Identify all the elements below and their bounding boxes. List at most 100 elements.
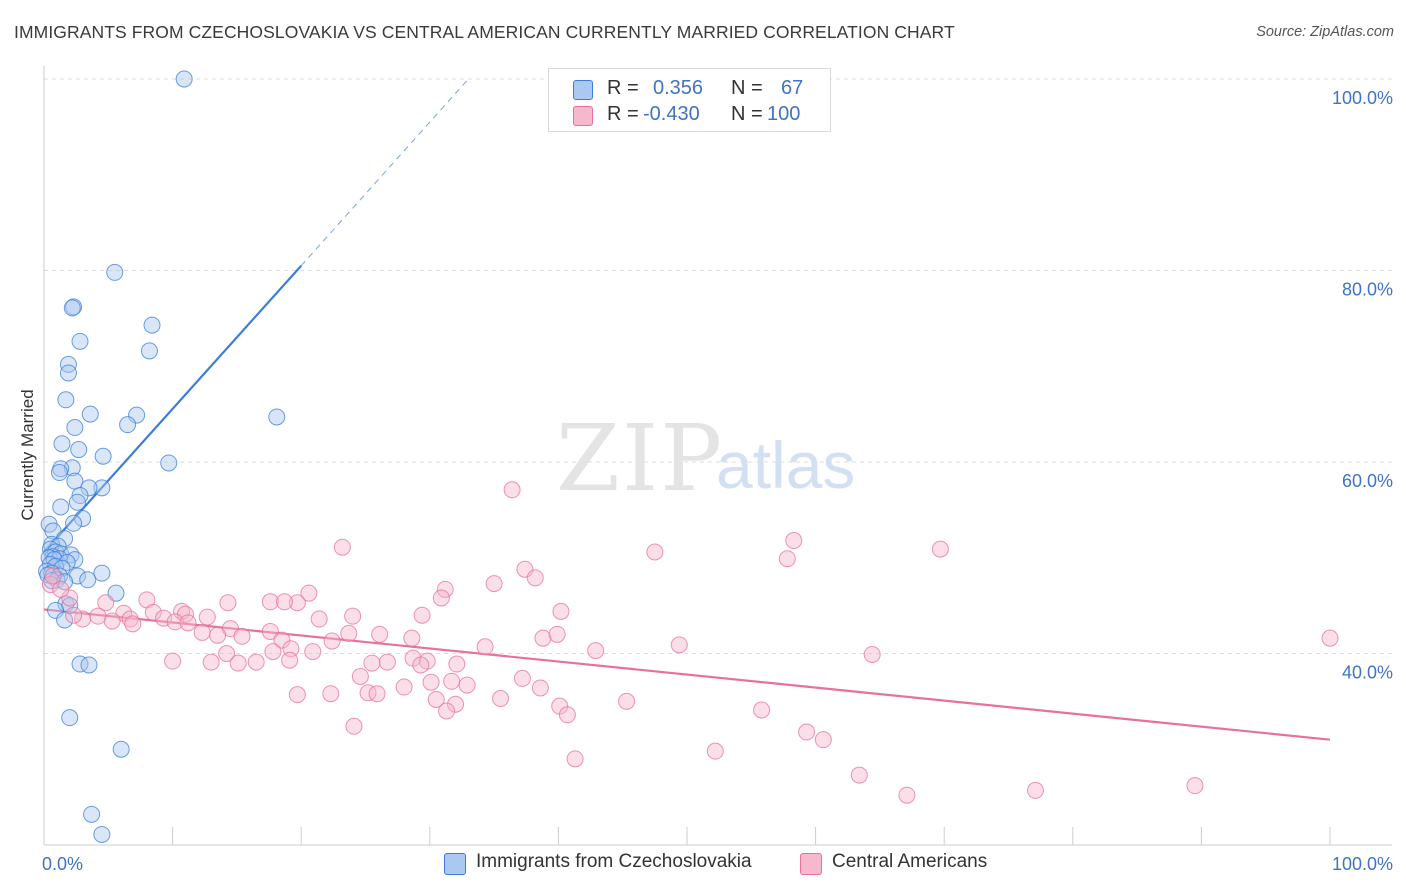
point-czechoslovakia <box>70 441 88 459</box>
point-czechoslovakia <box>112 740 130 758</box>
point-central-american <box>344 607 362 625</box>
point-central-american <box>403 629 421 647</box>
point-central-american <box>264 643 282 661</box>
point-central-american <box>458 676 476 694</box>
point-central-american <box>121 610 139 628</box>
point-czechoslovakia <box>59 355 77 373</box>
point-central-american <box>229 654 247 672</box>
y-tick-label: 80.0% <box>1342 280 1393 300</box>
point-central-american <box>371 625 389 643</box>
point-central-american <box>218 645 236 662</box>
point-czechoslovakia <box>66 472 84 490</box>
point-czechoslovakia <box>71 332 89 350</box>
point-central-american <box>304 643 322 661</box>
point-czechoslovakia <box>68 493 86 511</box>
point-central-american <box>785 532 803 550</box>
point-central-american <box>798 723 816 741</box>
point-czechoslovakia <box>47 601 65 619</box>
point-central-american <box>552 602 570 620</box>
point-central-american <box>931 540 949 558</box>
point-czechoslovakia <box>61 709 79 727</box>
point-central-american <box>363 654 381 672</box>
point-central-american <box>706 742 724 760</box>
point-czechoslovakia <box>79 571 97 589</box>
point-czechoslovakia <box>106 263 124 281</box>
point-czechoslovakia <box>94 447 112 465</box>
point-czechoslovakia <box>63 299 81 317</box>
y-tick-label: 60.0% <box>1342 471 1393 491</box>
point-central-american <box>618 692 636 710</box>
point-central-american <box>778 550 796 568</box>
point-czechoslovakia <box>140 342 158 360</box>
point-central-american <box>44 567 62 585</box>
point-central-american <box>288 686 306 704</box>
point-central-american <box>261 622 279 640</box>
legend-swatch-blue <box>573 80 593 100</box>
point-central-american <box>534 629 552 647</box>
point-central-american <box>476 638 494 656</box>
point-czechoslovakia <box>93 564 111 582</box>
point-central-american <box>412 656 430 674</box>
point-czechoslovakia <box>50 464 68 482</box>
point-central-american <box>850 766 868 784</box>
y-tick-label: 40.0% <box>1342 663 1393 683</box>
point-czechoslovakia <box>93 479 111 497</box>
legend-n-value: 100 <box>767 103 801 125</box>
point-central-american <box>436 580 454 598</box>
point-central-american <box>52 580 70 598</box>
point-central-american <box>166 613 184 631</box>
point-czechoslovakia <box>74 509 92 527</box>
point-central-american <box>89 607 107 625</box>
legend-n-label: N = <box>731 77 763 99</box>
point-central-american <box>124 615 142 633</box>
x-tick-label: 0.0% <box>42 854 83 874</box>
point-central-american <box>670 636 688 654</box>
point-central-american <box>202 653 220 671</box>
point-central-american <box>300 584 318 602</box>
bottom-legend-label-blue: Immigrants from Czechoslovakia <box>476 851 752 872</box>
point-central-american <box>247 653 265 671</box>
point-czechoslovakia <box>81 405 99 423</box>
point-czechoslovakia <box>65 514 83 532</box>
point-central-american <box>558 706 576 724</box>
point-central-american <box>378 653 396 671</box>
point-czechoslovakia <box>71 655 89 673</box>
bottom-legend-swatch-blue <box>444 853 466 875</box>
point-central-american <box>753 701 771 719</box>
point-central-american <box>422 673 440 691</box>
point-central-american <box>432 589 450 607</box>
watermark-zip: ZIP <box>556 405 724 512</box>
point-central-american <box>531 679 549 697</box>
point-central-american <box>368 685 386 703</box>
point-czechoslovakia <box>53 435 71 453</box>
point-central-american <box>281 651 299 669</box>
point-central-american <box>345 717 363 735</box>
point-central-american <box>492 690 510 708</box>
point-central-american <box>447 695 465 713</box>
point-central-american <box>898 786 916 804</box>
point-central-american <box>427 690 445 708</box>
y-tick-label: 100.0% <box>1332 88 1393 108</box>
point-czechoslovakia <box>83 805 101 823</box>
point-czechoslovakia <box>52 498 70 516</box>
point-central-american <box>275 593 293 611</box>
point-central-american <box>646 543 664 561</box>
point-central-american <box>1186 777 1204 795</box>
stats-legend: R = 0.356 N = 67 R = -0.430 N = 100 <box>548 68 831 132</box>
point-czechoslovakia <box>128 406 146 424</box>
trendline-central-american <box>43 608 1331 741</box>
point-central-american <box>340 624 358 642</box>
trendline-czechoslovakia <box>43 264 303 553</box>
point-czechoslovakia <box>160 454 178 472</box>
point-central-american <box>193 623 211 641</box>
point-central-american <box>333 538 351 556</box>
point-central-american <box>413 606 431 624</box>
legend-r-value: -0.430 <box>643 103 700 125</box>
point-central-american <box>587 642 605 660</box>
point-central-american <box>351 667 369 685</box>
chart-title: IMMIGRANTS FROM CZECHOSLOVAKIA VS CENTRA… <box>14 22 955 42</box>
point-central-american <box>359 684 377 702</box>
point-central-american <box>322 685 340 703</box>
legend-row-pink: R = -0.430 N = 100 <box>549 103 830 129</box>
point-central-american <box>548 625 566 643</box>
